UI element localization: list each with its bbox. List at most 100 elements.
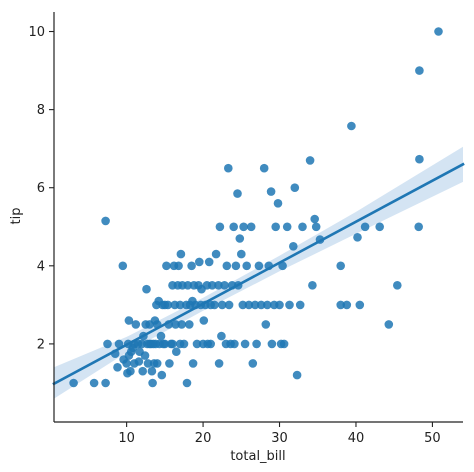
data-point [143,359,153,368]
data-point [177,320,186,329]
data-point [384,320,394,329]
data-point [355,300,365,310]
data-point [204,257,214,267]
x-axis-label: total_bill [230,449,285,464]
data-point [273,199,283,208]
y-tick-label: 2 [37,337,45,352]
data-point [282,222,292,232]
data-point [138,366,147,376]
data-point [179,339,189,349]
data-point [101,216,110,226]
data-point [434,27,443,36]
y-tick-label: 4 [37,259,45,274]
data-point [259,163,269,173]
data-point [233,189,242,198]
data-point [342,300,352,310]
data-point [142,284,151,294]
y-tick-label: 6 [37,181,45,196]
data-point [311,222,321,232]
data-point [175,300,185,310]
data-point [165,359,174,368]
data-point [140,351,150,360]
data-point [237,249,246,259]
data-point [256,300,266,310]
data-point [220,281,229,290]
data-point [279,339,289,349]
data-point [217,331,226,341]
data-point [230,339,239,349]
data-point [69,378,78,388]
data-point [174,261,183,271]
data-point [183,281,193,290]
data-point [414,222,424,232]
data-point [172,347,181,357]
data-point [235,234,245,243]
data-point [195,257,204,267]
data-point [224,163,233,173]
data-point [171,320,180,329]
data-point [168,339,177,349]
data-point [254,261,264,271]
data-point [295,300,305,310]
x-tick-label: 10 [118,431,135,446]
data-point [229,222,238,232]
y-tick-label: 8 [37,103,45,118]
x-tick-label: 40 [348,431,365,446]
data-point [163,300,173,310]
data-point [238,300,248,310]
data-point [147,366,157,376]
data-point [188,359,198,368]
data-point [271,222,281,232]
data-point [207,281,217,290]
data-point [239,222,248,232]
data-point [222,261,232,271]
data-point [126,366,135,376]
data-point [231,261,241,271]
regression-line [52,162,465,386]
data-point [215,222,225,232]
data-point [266,187,276,196]
data-point [275,300,284,310]
data-point [89,378,99,388]
data-point [182,378,192,388]
data-point [134,357,144,366]
data-point [289,242,298,251]
data-point [292,370,302,380]
data-point [336,261,346,271]
data-point [393,281,402,290]
data-point [114,339,124,349]
data-point [199,316,209,325]
data-point [131,320,141,329]
data-point [101,378,110,388]
data-point [244,300,254,310]
data-point [267,339,277,349]
data-point [187,261,196,271]
data-point [103,339,112,349]
data-point [308,281,317,290]
data-point [156,331,166,341]
data-point [250,300,260,310]
data-point [192,339,202,349]
x-tick-label: 20 [195,431,212,446]
data-point [157,370,167,380]
data-point [353,233,362,242]
data-point [122,359,131,368]
data-point [214,359,224,368]
x-tick-label: 50 [424,431,441,446]
data-point [290,183,300,192]
data-point [148,378,157,388]
data-point [263,300,272,310]
data-point [224,300,234,310]
data-point [415,66,424,75]
data-point [214,281,223,290]
data-point [360,222,370,232]
data-point [261,320,271,329]
data-point [375,222,385,232]
data-point [210,300,219,310]
data-point [310,214,320,224]
data-point [347,121,356,131]
data-point [113,363,122,372]
data-point [160,339,170,349]
